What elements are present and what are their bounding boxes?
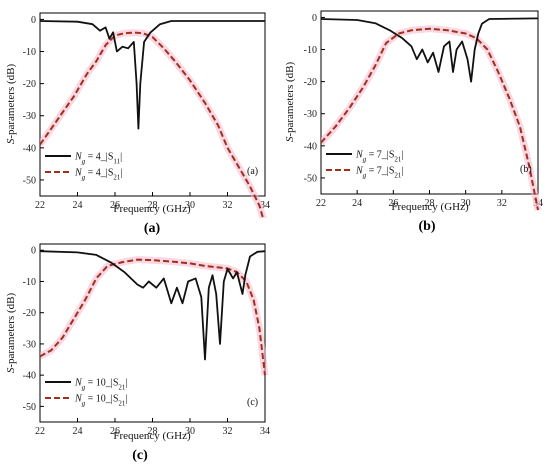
y-tick-label: -20 — [23, 308, 36, 319]
x-tick-label: 32 — [223, 426, 233, 437]
x-tick-label: 28 — [425, 198, 435, 209]
y-tick-label: -30 — [304, 109, 317, 120]
solid-response-line — [321, 17, 539, 83]
legend-entry: Ng = 7_|S21| — [355, 166, 403, 180]
x-tick-label: 34 — [260, 200, 270, 211]
y-tick-label: -10 — [304, 45, 317, 56]
x-tick-label: 30 — [185, 426, 195, 437]
x-tick-label: 30 — [185, 200, 195, 211]
panel-caption: (a) — [144, 221, 161, 236]
x-tick-label: 26 — [388, 198, 398, 209]
panel-tag: (b) — [520, 164, 532, 175]
y-tick-label: -30 — [23, 339, 36, 350]
y-tick-label: -40 — [304, 141, 317, 152]
x-tick-label: 32 — [497, 198, 507, 209]
legend-entry: Ng = 10_|S21| — [74, 378, 127, 392]
y-tick-label: 0 — [31, 15, 36, 26]
chart-panel-b: 22 24 26 28 30 32 34 0-10-20-30-40-50 Ng = 7_|… — [284, 10, 543, 234]
y-tick-label: -20 — [23, 79, 36, 90]
legend-entry: Ng = 10_|S21| — [74, 394, 127, 408]
x-tick-label: 30 — [461, 198, 471, 209]
y-tick-label: -30 — [23, 111, 36, 122]
y-tick-label: -40 — [23, 371, 36, 382]
legend-entry: Ng = 4_|S11| — [74, 152, 122, 166]
y-axis: 0 -10 -20 -30 -40 -50 — [23, 246, 44, 413]
x-tick-label: 22 — [316, 198, 326, 209]
x-tick-label: 22 — [35, 200, 45, 211]
y-axis-label: S-parameters (dB) — [284, 62, 296, 143]
legend-entry: Ng = 7_|S21| — [355, 150, 403, 164]
y-tick-label: 0 — [312, 13, 317, 24]
y-tick-label: -10 — [23, 47, 36, 58]
y-tick-label: -50 — [23, 175, 36, 186]
x-tick-label: 28 — [148, 200, 158, 211]
y-axis: 0 -10 -20 -30 -40 -50 — [23, 15, 44, 186]
x-tick-label: 34 — [260, 426, 270, 437]
series-group — [40, 250, 269, 376]
panel-caption: (c) — [132, 448, 148, 463]
series-halo — [321, 25, 542, 211]
y-tick-label: -20 — [304, 77, 317, 88]
x-tick-label: 24 — [73, 200, 83, 211]
x-axis-label: Frequency (GHz) — [113, 203, 191, 215]
y-axis: 0 -10 -20 -30 -40 -50 — [304, 13, 325, 184]
x-tick-label: 26 — [110, 426, 120, 437]
x-axis-label: Frequency (GHz) — [113, 430, 191, 442]
chart-panel-c: 22 24 26 28 30 32 34 0 -10 -20 -30 -40 -50 Ng = 10_… — [5, 243, 270, 463]
y-axis-label: S-parameters (dB) — [5, 293, 17, 374]
x-tick-label: 22 — [35, 426, 45, 437]
y-tick-label: -50 — [23, 402, 36, 413]
solid-response-line — [40, 20, 265, 130]
s21-dashed-line — [321, 27, 539, 211]
y-tick-label: -10 — [23, 277, 36, 288]
panel-tag: (c) — [247, 397, 258, 408]
series-group — [321, 17, 542, 211]
panel-tag: (a) — [247, 166, 258, 177]
x-axis: 22 24 26 28 30 32 34 — [316, 190, 543, 209]
x-tick-label: 32 — [223, 200, 233, 211]
y-tick-label: 0 — [31, 246, 36, 257]
y-tick-label: -40 — [23, 143, 36, 154]
panel-caption: (b) — [418, 219, 435, 234]
x-tick-label: 24 — [73, 426, 83, 437]
x-tick-label: 26 — [110, 200, 120, 211]
legend: Ng = 4_|S11| Ng = 4_|S21| — [45, 152, 122, 182]
x-axis: 22 24 26 28 30 32 34 — [35, 418, 270, 437]
y-tick-label: -50 — [304, 173, 317, 184]
solid-response-line — [40, 250, 266, 361]
chart-panel-a: 22 24 26 28 30 32 34 0 -10 -20 -30 -40 -50 Ng = 4_|… — [5, 12, 270, 236]
series-group — [40, 20, 267, 218]
y-axis-label: S-parameters (dB) — [5, 64, 17, 145]
x-axis: 22 24 26 28 30 32 34 — [35, 192, 270, 211]
x-tick-label: 28 — [148, 426, 158, 437]
legend: Ng = 10_|S21| Ng = 10_|S21| — [45, 378, 127, 408]
x-axis-label: Frequency (GHz) — [391, 201, 469, 213]
legend: Ng = 7_|S21| Ng = 7_|S21| — [326, 150, 403, 180]
x-tick-label: 24 — [352, 198, 362, 209]
legend-entry: Ng = 4_|S21| — [74, 168, 122, 182]
